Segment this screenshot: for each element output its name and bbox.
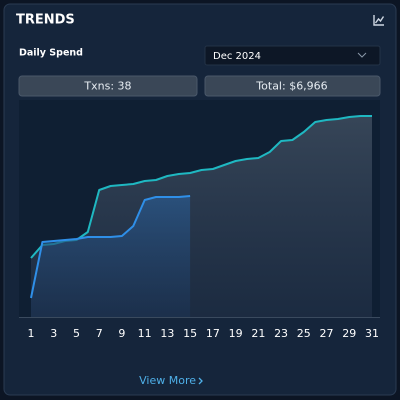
stat-txns: Txns: 38 (83, 80, 131, 93)
title: TRENDS (16, 13, 75, 28)
x-tick-label: 23 (274, 327, 288, 340)
stat-box (18, 75, 198, 97)
x-tick-label: 25 (297, 327, 311, 340)
x-tick-label: 29 (342, 327, 356, 340)
x-tick-label: 1 (28, 327, 35, 340)
x-tick-label: 31 (365, 327, 379, 340)
x-tick-label: 9 (118, 327, 125, 340)
x-tick-label: 13 (160, 327, 174, 340)
plot: 1 3 5 7 9 11 13 15 17 19 21 23 25 27 29 31 (28, 115, 379, 340)
view-more-arrow[interactable] (198, 377, 203, 385)
chart-icon[interactable] (373, 15, 385, 26)
chevron (357, 52, 367, 58)
month-value: Dec 2024 (213, 51, 261, 62)
x-tick-label: 5 (73, 327, 80, 340)
x-tick-label: 11 (138, 327, 152, 340)
stat-total: Total: $6,966 (255, 80, 327, 93)
area (31, 196, 191, 317)
view-more[interactable]: View More (139, 374, 196, 387)
x-tick-label: 19 (229, 327, 243, 340)
x-tick-label: 17 (206, 327, 220, 340)
x-tick-label: 21 (251, 327, 265, 340)
x-tick-label: 7 (96, 327, 103, 340)
x-tick-label: 15 (183, 327, 197, 340)
month-dropdown[interactable] (204, 45, 381, 66)
x-tick-label: 27 (320, 327, 334, 340)
label: Daily Spend (19, 48, 83, 59)
x-tick-label: 3 (50, 327, 57, 340)
stat-box (204, 75, 381, 97)
line (30, 115, 372, 259)
line (30, 195, 191, 299)
